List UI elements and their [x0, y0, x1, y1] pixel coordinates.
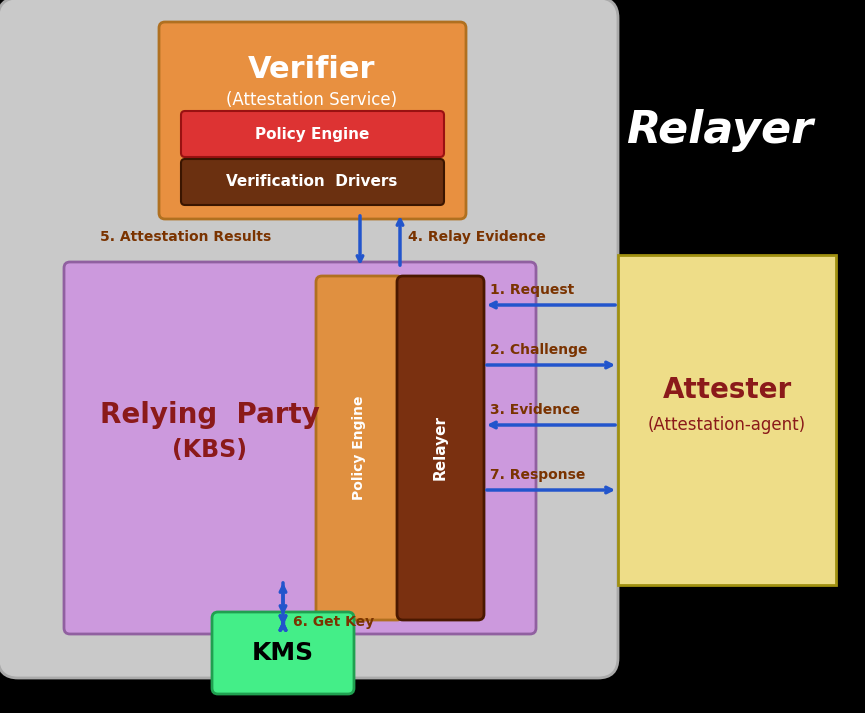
Text: KMS: KMS	[252, 641, 314, 665]
FancyBboxPatch shape	[159, 22, 466, 219]
Text: Verification  Drivers: Verification Drivers	[227, 175, 398, 190]
FancyBboxPatch shape	[181, 159, 444, 205]
Text: 6. Get Key: 6. Get Key	[293, 615, 375, 629]
Text: 4. Relay Evidence: 4. Relay Evidence	[408, 230, 546, 244]
Text: Policy Engine: Policy Engine	[255, 126, 369, 141]
Text: Policy Engine: Policy Engine	[352, 396, 366, 501]
Text: Verifier: Verifier	[248, 56, 375, 85]
FancyBboxPatch shape	[618, 255, 836, 585]
FancyBboxPatch shape	[212, 612, 354, 694]
Text: (KBS): (KBS)	[172, 438, 247, 462]
Text: 3. Evidence: 3. Evidence	[490, 403, 580, 417]
FancyBboxPatch shape	[316, 276, 403, 620]
Text: Relayer: Relayer	[626, 108, 814, 151]
Text: Relayer: Relayer	[432, 416, 447, 481]
Text: 7. Response: 7. Response	[490, 468, 586, 482]
Text: (Attestation-agent): (Attestation-agent)	[648, 416, 806, 434]
Text: Attester: Attester	[663, 376, 791, 404]
FancyBboxPatch shape	[397, 276, 484, 620]
Text: 1. Request: 1. Request	[490, 283, 574, 297]
Text: Relying  Party: Relying Party	[100, 401, 320, 429]
Text: 2. Challenge: 2. Challenge	[490, 343, 587, 357]
Text: (Attestation Service): (Attestation Service)	[227, 91, 398, 109]
FancyBboxPatch shape	[64, 262, 536, 634]
FancyBboxPatch shape	[181, 111, 444, 157]
FancyBboxPatch shape	[0, 0, 618, 678]
Text: 5. Attestation Results: 5. Attestation Results	[100, 230, 272, 244]
